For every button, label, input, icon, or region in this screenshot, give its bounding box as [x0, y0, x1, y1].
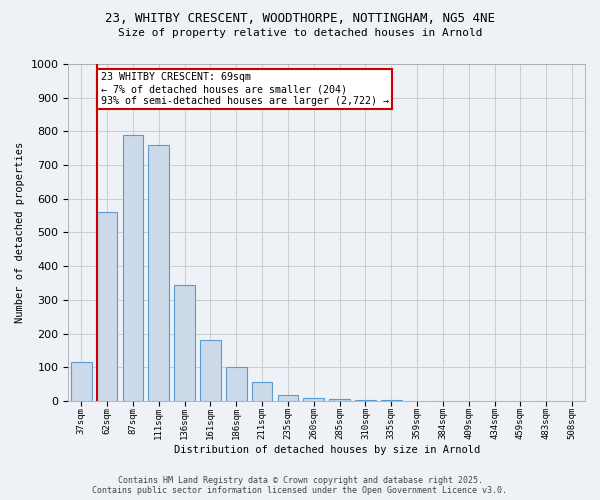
Y-axis label: Number of detached properties: Number of detached properties	[15, 142, 25, 323]
Bar	[278, 395, 298, 401]
Bar	[304, 398, 324, 401]
Bar	[355, 400, 376, 401]
Bar	[252, 382, 272, 401]
Bar	[381, 400, 401, 401]
Bar	[71, 362, 92, 401]
Text: Size of property relative to detached houses in Arnold: Size of property relative to detached ho…	[118, 28, 482, 38]
X-axis label: Distribution of detached houses by size in Arnold: Distribution of detached houses by size …	[173, 445, 480, 455]
Bar	[122, 135, 143, 401]
Text: Contains HM Land Registry data © Crown copyright and database right 2025.
Contai: Contains HM Land Registry data © Crown c…	[92, 476, 508, 495]
Bar	[226, 367, 247, 401]
Bar	[97, 212, 118, 401]
Bar	[148, 145, 169, 401]
Bar	[174, 284, 195, 401]
Text: 23 WHITBY CRESCENT: 69sqm
← 7% of detached houses are smaller (204)
93% of semi-: 23 WHITBY CRESCENT: 69sqm ← 7% of detach…	[101, 72, 389, 106]
Bar	[329, 400, 350, 401]
Bar	[200, 340, 221, 401]
Text: 23, WHITBY CRESCENT, WOODTHORPE, NOTTINGHAM, NG5 4NE: 23, WHITBY CRESCENT, WOODTHORPE, NOTTING…	[105, 12, 495, 26]
